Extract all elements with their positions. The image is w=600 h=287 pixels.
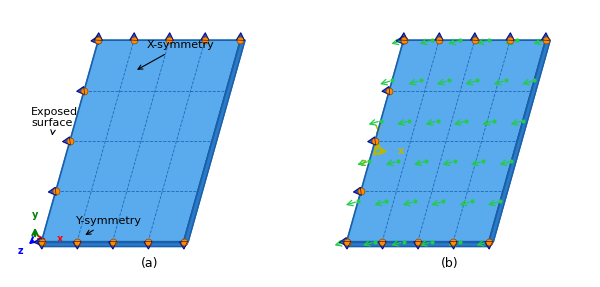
Polygon shape <box>506 33 514 40</box>
Polygon shape <box>34 238 42 246</box>
Polygon shape <box>347 242 489 246</box>
Polygon shape <box>63 137 70 145</box>
Polygon shape <box>347 40 545 242</box>
Text: (b): (b) <box>441 257 459 270</box>
Polygon shape <box>41 40 241 242</box>
Text: y: y <box>374 123 381 133</box>
Polygon shape <box>166 33 173 40</box>
Polygon shape <box>94 33 103 40</box>
Polygon shape <box>414 241 422 249</box>
Text: z: z <box>361 158 367 168</box>
Polygon shape <box>378 241 386 249</box>
Text: x: x <box>398 146 404 156</box>
Polygon shape <box>179 241 188 249</box>
Polygon shape <box>542 33 550 40</box>
Polygon shape <box>130 33 138 40</box>
Polygon shape <box>470 33 479 40</box>
Polygon shape <box>400 33 407 40</box>
Text: z: z <box>17 246 23 256</box>
Polygon shape <box>449 241 457 249</box>
Text: (a): (a) <box>141 257 159 270</box>
Polygon shape <box>109 241 116 249</box>
Polygon shape <box>368 137 376 145</box>
Polygon shape <box>435 33 443 40</box>
Polygon shape <box>343 241 350 249</box>
Polygon shape <box>77 87 85 94</box>
Polygon shape <box>340 238 347 246</box>
Polygon shape <box>41 242 184 246</box>
Polygon shape <box>489 40 550 242</box>
Polygon shape <box>38 241 46 249</box>
Polygon shape <box>397 36 404 44</box>
Polygon shape <box>353 187 361 195</box>
Text: y: y <box>32 210 38 220</box>
Polygon shape <box>91 36 99 44</box>
Polygon shape <box>184 40 245 242</box>
Text: X-symmetry: X-symmetry <box>138 40 215 69</box>
Polygon shape <box>485 241 493 249</box>
Text: Exposed
surface: Exposed surface <box>31 107 79 135</box>
Text: x: x <box>56 234 63 244</box>
Polygon shape <box>73 241 81 249</box>
Polygon shape <box>144 241 152 249</box>
Text: Y-symmetry: Y-symmetry <box>76 216 142 234</box>
Polygon shape <box>382 87 389 94</box>
Polygon shape <box>49 187 56 195</box>
Polygon shape <box>236 33 244 40</box>
Polygon shape <box>201 33 209 40</box>
